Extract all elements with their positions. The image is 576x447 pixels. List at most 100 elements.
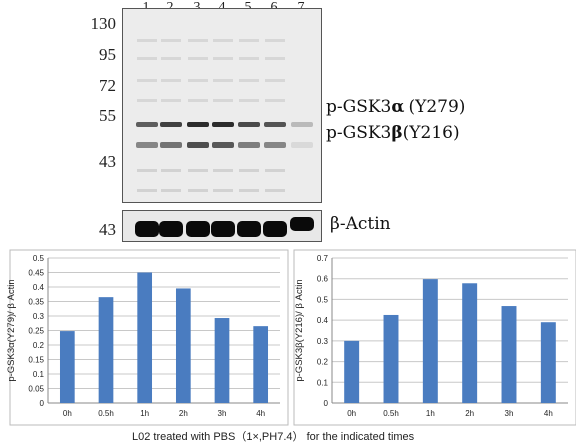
y-tick-label: 0.2 — [317, 358, 329, 367]
alpha-band — [136, 122, 158, 127]
faint-band — [161, 169, 181, 172]
beta-band — [238, 142, 260, 148]
mw-marker-95: 95 — [99, 45, 116, 64]
faint-band — [188, 79, 208, 82]
western-blot-main — [122, 8, 322, 203]
x-tick-label: 0.5h — [98, 409, 114, 418]
bar-1h — [422, 279, 438, 403]
faint-band — [161, 99, 181, 102]
faint-band — [213, 79, 233, 82]
mw-marker-43: 43 — [99, 152, 116, 171]
y-tick-label: 0.1 — [317, 378, 329, 387]
faint-band — [239, 99, 259, 102]
y-tick-label: 0 — [324, 399, 329, 408]
y-tick-label: 0.6 — [317, 275, 329, 284]
actin-band — [290, 217, 314, 231]
chart-beta: 0 0.1 0.2 0.3 0.4 0.5 0.6 0.7 0h 0.5h 1h 2h 3h 4h p-GS… — [293, 249, 576, 426]
alpha-band — [264, 122, 286, 127]
actin-band — [237, 221, 261, 237]
mw-marker-72: 72 — [99, 76, 116, 95]
x-tick-label: 2h — [465, 409, 474, 418]
bar-4h — [540, 322, 556, 403]
y-tick-label: 0.25 — [28, 327, 44, 336]
faint-band — [188, 57, 208, 60]
alpha-band — [212, 122, 234, 127]
faint-band — [213, 189, 233, 192]
y-tick-label: 0.35 — [28, 298, 44, 307]
y-tick-label: 0.4 — [317, 316, 329, 325]
label-beta-site: (Y216) — [402, 123, 460, 143]
y-tick-label: 0.5 — [33, 254, 45, 263]
actin-band — [186, 221, 210, 237]
faint-band — [239, 79, 259, 82]
y-axis-label: p-GSK3α(Y279)/ β Actin — [6, 279, 17, 381]
label-beta-greek: β — [391, 123, 403, 143]
faint-band — [137, 57, 157, 60]
y-tick-label: 0.4 — [33, 283, 45, 292]
beta-band — [264, 142, 286, 148]
actin-band — [159, 221, 183, 237]
alpha-band — [187, 122, 209, 127]
y-tick-label: 0.5 — [317, 295, 329, 304]
faint-band — [265, 39, 285, 42]
x-tick-label: 1h — [426, 409, 435, 418]
lane-number-2: 2 — [160, 0, 180, 16]
alpha-band — [160, 122, 182, 127]
actin-band — [211, 221, 235, 237]
faint-band — [161, 79, 181, 82]
figure-caption: L02 treated with PBS（1×,PH7.4） for the i… — [132, 431, 415, 443]
x-tick-label: 4h — [544, 409, 553, 418]
bar-0h — [59, 331, 75, 403]
label-alpha-prefix: p-GSK3 — [326, 97, 392, 117]
label-p-gsk3-beta: p-GSK3β(Y216) — [326, 123, 460, 143]
faint-band — [265, 189, 285, 192]
faint-band — [265, 79, 285, 82]
faint-band — [137, 189, 157, 192]
faint-band — [188, 39, 208, 42]
alpha-band — [291, 122, 313, 127]
faint-band — [239, 39, 259, 42]
western-blot-actin — [122, 210, 322, 242]
faint-band — [265, 99, 285, 102]
faint-band — [137, 99, 157, 102]
mw-marker-130: 130 — [90, 14, 117, 33]
y-tick-label: 0.15 — [28, 356, 44, 365]
label-alpha-greek: α — [391, 97, 405, 117]
bar-2h — [175, 288, 191, 403]
label-alpha-site: (Y279) — [408, 97, 466, 117]
x-tick-label: 4h — [256, 409, 265, 418]
y-tick-label: 0.2 — [33, 341, 45, 350]
bar-0.5h — [98, 297, 114, 403]
y-tick-label: 0.7 — [317, 254, 329, 263]
y-tick-label: 0.05 — [28, 385, 44, 394]
faint-band — [213, 169, 233, 172]
beta-band — [212, 142, 234, 148]
actin-marker: 43 — [99, 220, 116, 239]
x-tick-label: 1h — [140, 409, 149, 418]
faint-band — [188, 189, 208, 192]
faint-band — [188, 99, 208, 102]
y-tick-label: 0 — [40, 399, 45, 408]
faint-band — [239, 169, 259, 172]
blot-actin-image — [135, 217, 314, 237]
faint-band — [137, 169, 157, 172]
chart-alpha: 0 0.05 0.1 0.15 0.2 0.25 0.3 0.35 0.4 0.45 0.5 0h 0.… — [6, 249, 289, 426]
label-p-gsk3-alpha: p-GSK3α (Y279) — [326, 97, 465, 117]
faint-band — [137, 79, 157, 82]
faint-band — [161, 189, 181, 192]
actin-band — [263, 221, 287, 237]
x-tick-label: 3h — [218, 409, 227, 418]
beta-band — [187, 142, 209, 148]
x-tick-label: 0.5h — [383, 409, 399, 418]
y-axis-label: p-GSK3β(Y216)/ β Actin — [294, 279, 305, 381]
beta-band — [136, 142, 158, 148]
bar-3h — [214, 318, 230, 403]
bar-1h — [137, 272, 153, 403]
faint-band — [265, 169, 285, 172]
faint-band — [265, 57, 285, 60]
faint-band — [161, 57, 181, 60]
x-tick-label: 0h — [63, 409, 72, 418]
lane-number-6: 6 — [264, 0, 284, 16]
x-tick-label: 3h — [505, 409, 514, 418]
x-tick-label: 0h — [347, 409, 356, 418]
